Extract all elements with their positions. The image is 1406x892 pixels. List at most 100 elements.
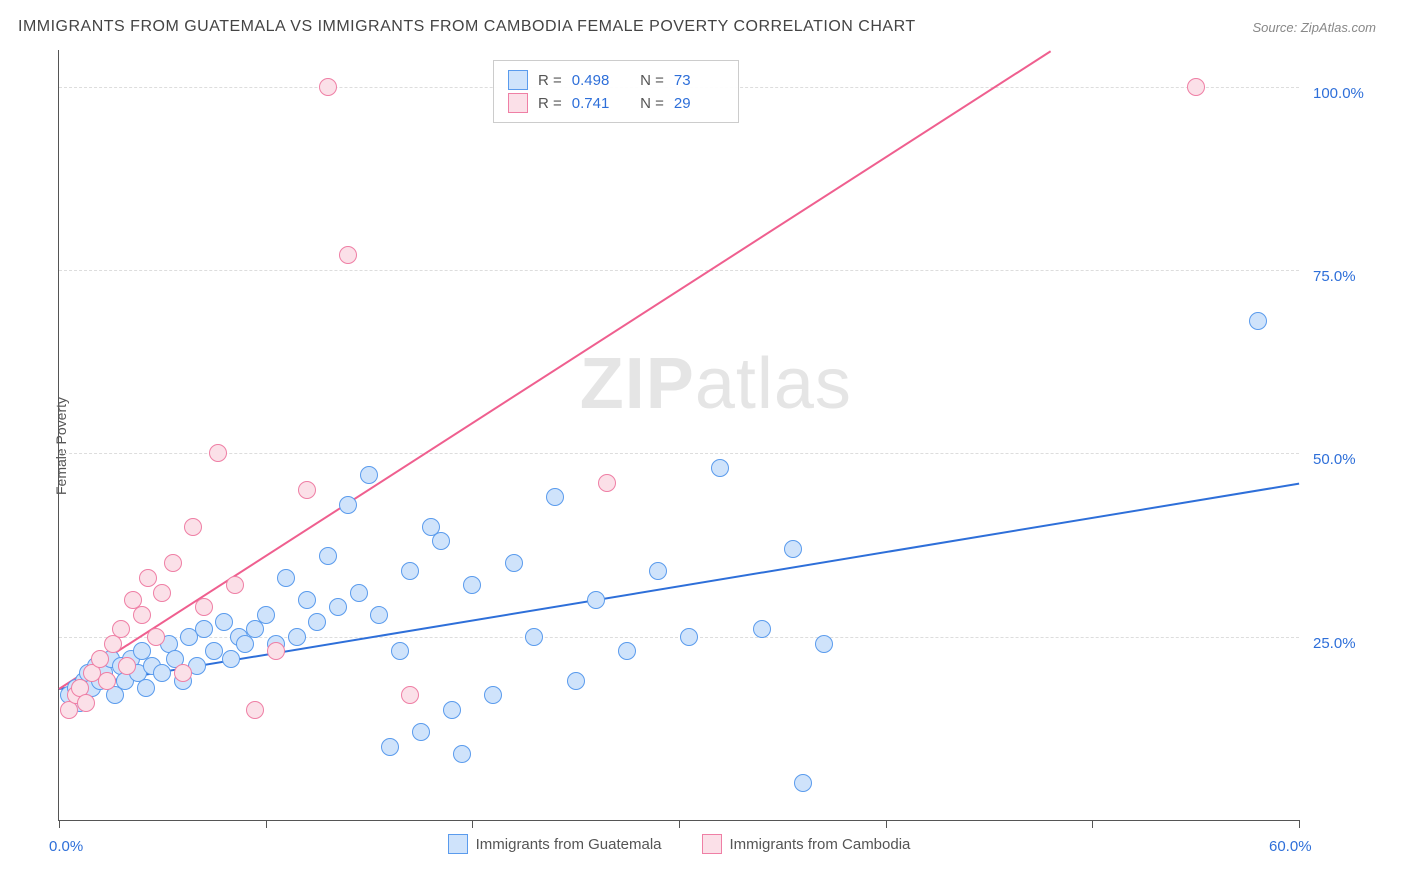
scatter-point xyxy=(401,562,419,580)
scatter-point xyxy=(711,459,729,477)
scatter-point xyxy=(753,620,771,638)
scatter-point xyxy=(246,701,264,719)
scatter-point xyxy=(184,518,202,536)
x-tick xyxy=(679,820,680,828)
scatter-point xyxy=(298,481,316,499)
stat-r-value: 0.741 xyxy=(572,95,622,112)
scatter-point xyxy=(147,628,165,646)
legend-label: Immigrants from Cambodia xyxy=(730,836,911,853)
plot-area: ZIPatlas 25.0%50.0%75.0%100.0%0.0%60.0%R… xyxy=(58,50,1299,821)
stat-n-value: 29 xyxy=(674,95,724,112)
legend-swatch xyxy=(702,834,722,854)
x-tick xyxy=(1299,820,1300,828)
scatter-point xyxy=(267,642,285,660)
y-tick-label: 25.0% xyxy=(1313,635,1356,652)
x-tick xyxy=(266,820,267,828)
scatter-point xyxy=(463,576,481,594)
stats-legend-box: R = 0.498 N = 73 R = 0.741 N = 29 xyxy=(493,60,739,123)
legend-label: Immigrants from Guatemala xyxy=(476,836,662,853)
scatter-point xyxy=(794,774,812,792)
stats-row: R = 0.741 N = 29 xyxy=(508,93,724,113)
chart-title: IMMIGRANTS FROM GUATEMALA VS IMMIGRANTS … xyxy=(18,18,916,36)
scatter-point xyxy=(443,701,461,719)
scatter-point xyxy=(381,738,399,756)
legend-item: Immigrants from Guatemala xyxy=(448,834,662,854)
watermark: ZIPatlas xyxy=(580,343,852,425)
scatter-point xyxy=(598,474,616,492)
scatter-point xyxy=(277,569,295,587)
scatter-point xyxy=(153,664,171,682)
scatter-point xyxy=(370,606,388,624)
x-tick xyxy=(1092,820,1093,828)
trend-line xyxy=(58,50,1051,690)
scatter-point xyxy=(91,650,109,668)
scatter-point xyxy=(339,246,357,264)
scatter-point xyxy=(618,642,636,660)
scatter-point xyxy=(567,672,585,690)
scatter-point xyxy=(587,591,605,609)
scatter-point xyxy=(137,679,155,697)
y-tick-label: 75.0% xyxy=(1313,268,1356,285)
scatter-point xyxy=(453,745,471,763)
scatter-point xyxy=(257,606,275,624)
trend-line xyxy=(59,483,1299,690)
scatter-point xyxy=(195,620,213,638)
x-tick xyxy=(472,820,473,828)
scatter-point xyxy=(215,613,233,631)
x-tick xyxy=(59,820,60,828)
legend-swatch xyxy=(508,70,528,90)
scatter-point xyxy=(209,444,227,462)
scatter-point xyxy=(174,664,192,682)
legend-item: Immigrants from Cambodia xyxy=(702,834,911,854)
scatter-point xyxy=(226,576,244,594)
y-tick-label: 100.0% xyxy=(1313,85,1364,102)
scatter-point xyxy=(1187,78,1205,96)
scatter-point xyxy=(391,642,409,660)
scatter-point xyxy=(153,584,171,602)
y-tick-label: 50.0% xyxy=(1313,451,1356,468)
gridline-h xyxy=(59,270,1299,271)
legend-swatch xyxy=(448,834,468,854)
scatter-point xyxy=(815,635,833,653)
scatter-point xyxy=(288,628,306,646)
scatter-point xyxy=(205,642,223,660)
scatter-point xyxy=(360,466,378,484)
stat-r-label: R = xyxy=(538,95,562,112)
stat-n-label: N = xyxy=(632,95,664,112)
stat-r-label: R = xyxy=(538,72,562,89)
scatter-point xyxy=(118,657,136,675)
x-tick xyxy=(886,820,887,828)
scatter-point xyxy=(412,723,430,741)
scatter-point xyxy=(1249,312,1267,330)
scatter-point xyxy=(139,569,157,587)
scatter-point xyxy=(432,532,450,550)
stats-row: R = 0.498 N = 73 xyxy=(508,70,724,90)
stat-n-label: N = xyxy=(632,72,664,89)
scatter-point xyxy=(298,591,316,609)
stat-r-value: 0.498 xyxy=(572,72,622,89)
scatter-point xyxy=(98,672,116,690)
scatter-point xyxy=(195,598,213,616)
source-label: Source: ZipAtlas.com xyxy=(1252,20,1376,35)
scatter-point xyxy=(164,554,182,572)
gridline-h xyxy=(59,453,1299,454)
scatter-point xyxy=(77,694,95,712)
scatter-point xyxy=(222,650,240,668)
scatter-point xyxy=(401,686,419,704)
scatter-point xyxy=(649,562,667,580)
scatter-point xyxy=(133,606,151,624)
scatter-point xyxy=(329,598,347,616)
scatter-point xyxy=(339,496,357,514)
scatter-point xyxy=(308,613,326,631)
scatter-point xyxy=(680,628,698,646)
scatter-point xyxy=(319,78,337,96)
scatter-point xyxy=(784,540,802,558)
scatter-point xyxy=(112,620,130,638)
scatter-point xyxy=(525,628,543,646)
stat-n-value: 73 xyxy=(674,72,724,89)
scatter-point xyxy=(319,547,337,565)
legend-swatch xyxy=(508,93,528,113)
scatter-point xyxy=(546,488,564,506)
bottom-legend: Immigrants from Guatemala Immigrants from… xyxy=(59,834,1299,854)
scatter-point xyxy=(350,584,368,602)
